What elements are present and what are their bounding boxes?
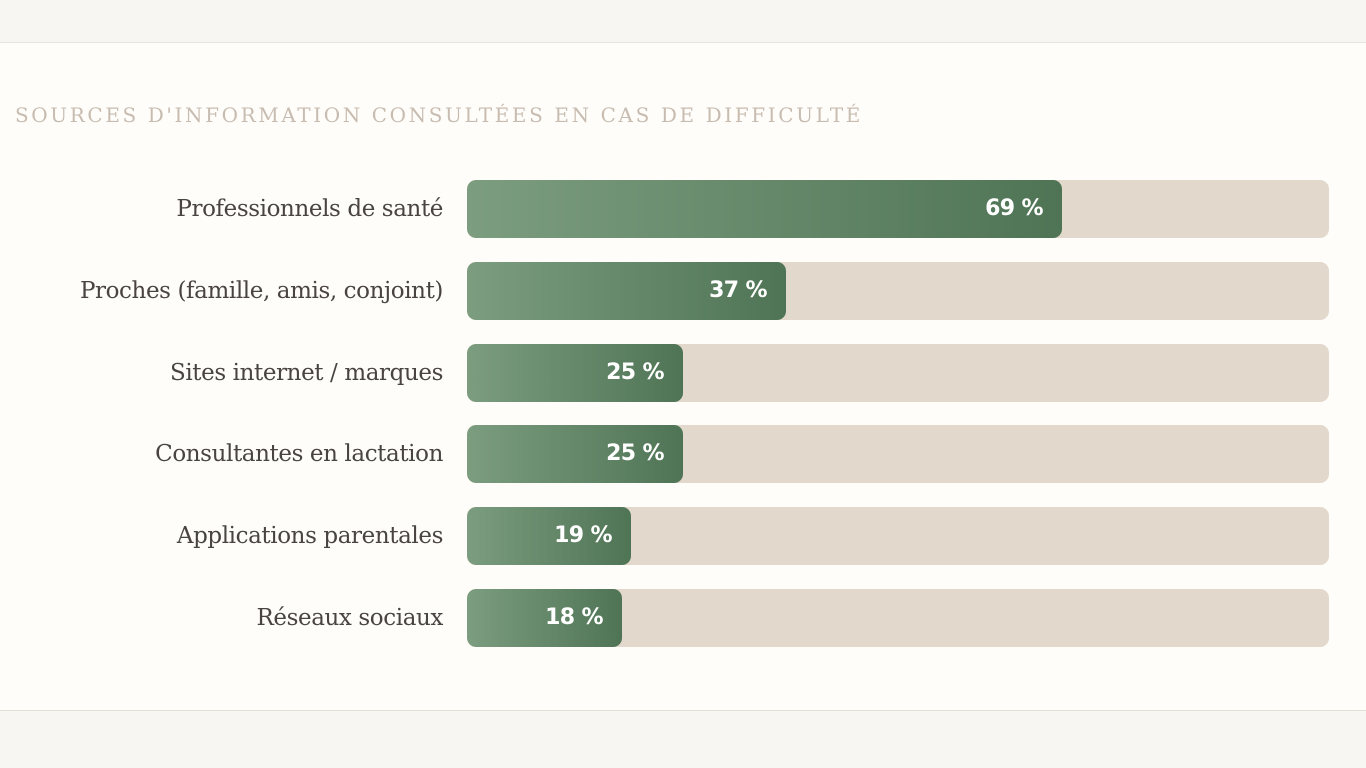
category-label: Réseaux sociaux: [256, 605, 443, 631]
bar-track: 37 %: [467, 262, 1329, 320]
bar-value-label: 69 %: [985, 196, 1044, 221]
bar-value-label: 25 %: [606, 360, 665, 385]
bar-value-label: 37 %: [709, 278, 768, 303]
bar: 69 %: [467, 180, 1062, 238]
bar: 18 %: [467, 589, 622, 647]
category-label: Consultantes en lactation: [155, 441, 443, 467]
bar-track: 25 %: [467, 344, 1329, 402]
bar: 25 %: [467, 425, 683, 483]
bar-value-label: 19 %: [554, 523, 613, 548]
bar-track: 18 %: [467, 589, 1329, 647]
bar: 19 %: [467, 507, 631, 565]
category-label: Professionnels de santé: [176, 196, 443, 222]
bar-value-label: 18 %: [545, 605, 604, 630]
chart-title: SOURCES D'INFORMATION CONSULTÉES EN CAS …: [15, 103, 863, 127]
bar-track: 25 %: [467, 425, 1329, 483]
bottom-band: [0, 711, 1366, 768]
bar-value-label: 25 %: [606, 441, 665, 466]
category-label: Sites internet / marques: [169, 360, 443, 386]
category-label: Applications parentales: [176, 523, 444, 549]
top-band: [0, 0, 1366, 43]
category-label: Proches (famille, amis, conjoint): [79, 278, 443, 304]
bar: 25 %: [467, 344, 683, 402]
bar-track: 69 %: [467, 180, 1329, 238]
bar: 37 %: [467, 262, 786, 320]
bar-track: 19 %: [467, 507, 1329, 565]
